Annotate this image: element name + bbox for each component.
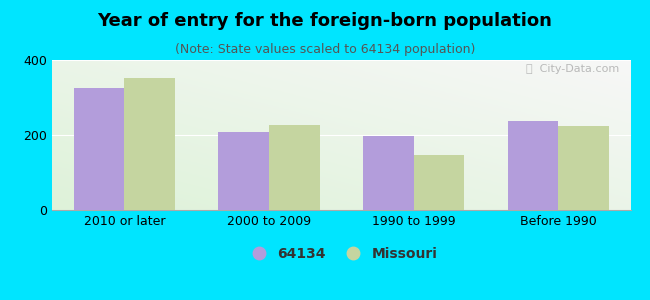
Text: Year of entry for the foreign-born population: Year of entry for the foreign-born popul… [98, 12, 552, 30]
Legend: 64134, Missouri: 64134, Missouri [240, 241, 443, 266]
Text: ⓘ  City-Data.com: ⓘ City-Data.com [526, 64, 619, 74]
Bar [269, 124, 320, 210]
Bar [413, 154, 464, 210]
Bar [73, 88, 124, 210]
Bar [124, 78, 175, 210]
Bar [363, 136, 413, 210]
Text: (Note: State values scaled to 64134 population): (Note: State values scaled to 64134 popu… [175, 44, 475, 56]
Bar [218, 132, 269, 210]
Bar [558, 126, 609, 210]
Bar [508, 121, 558, 210]
